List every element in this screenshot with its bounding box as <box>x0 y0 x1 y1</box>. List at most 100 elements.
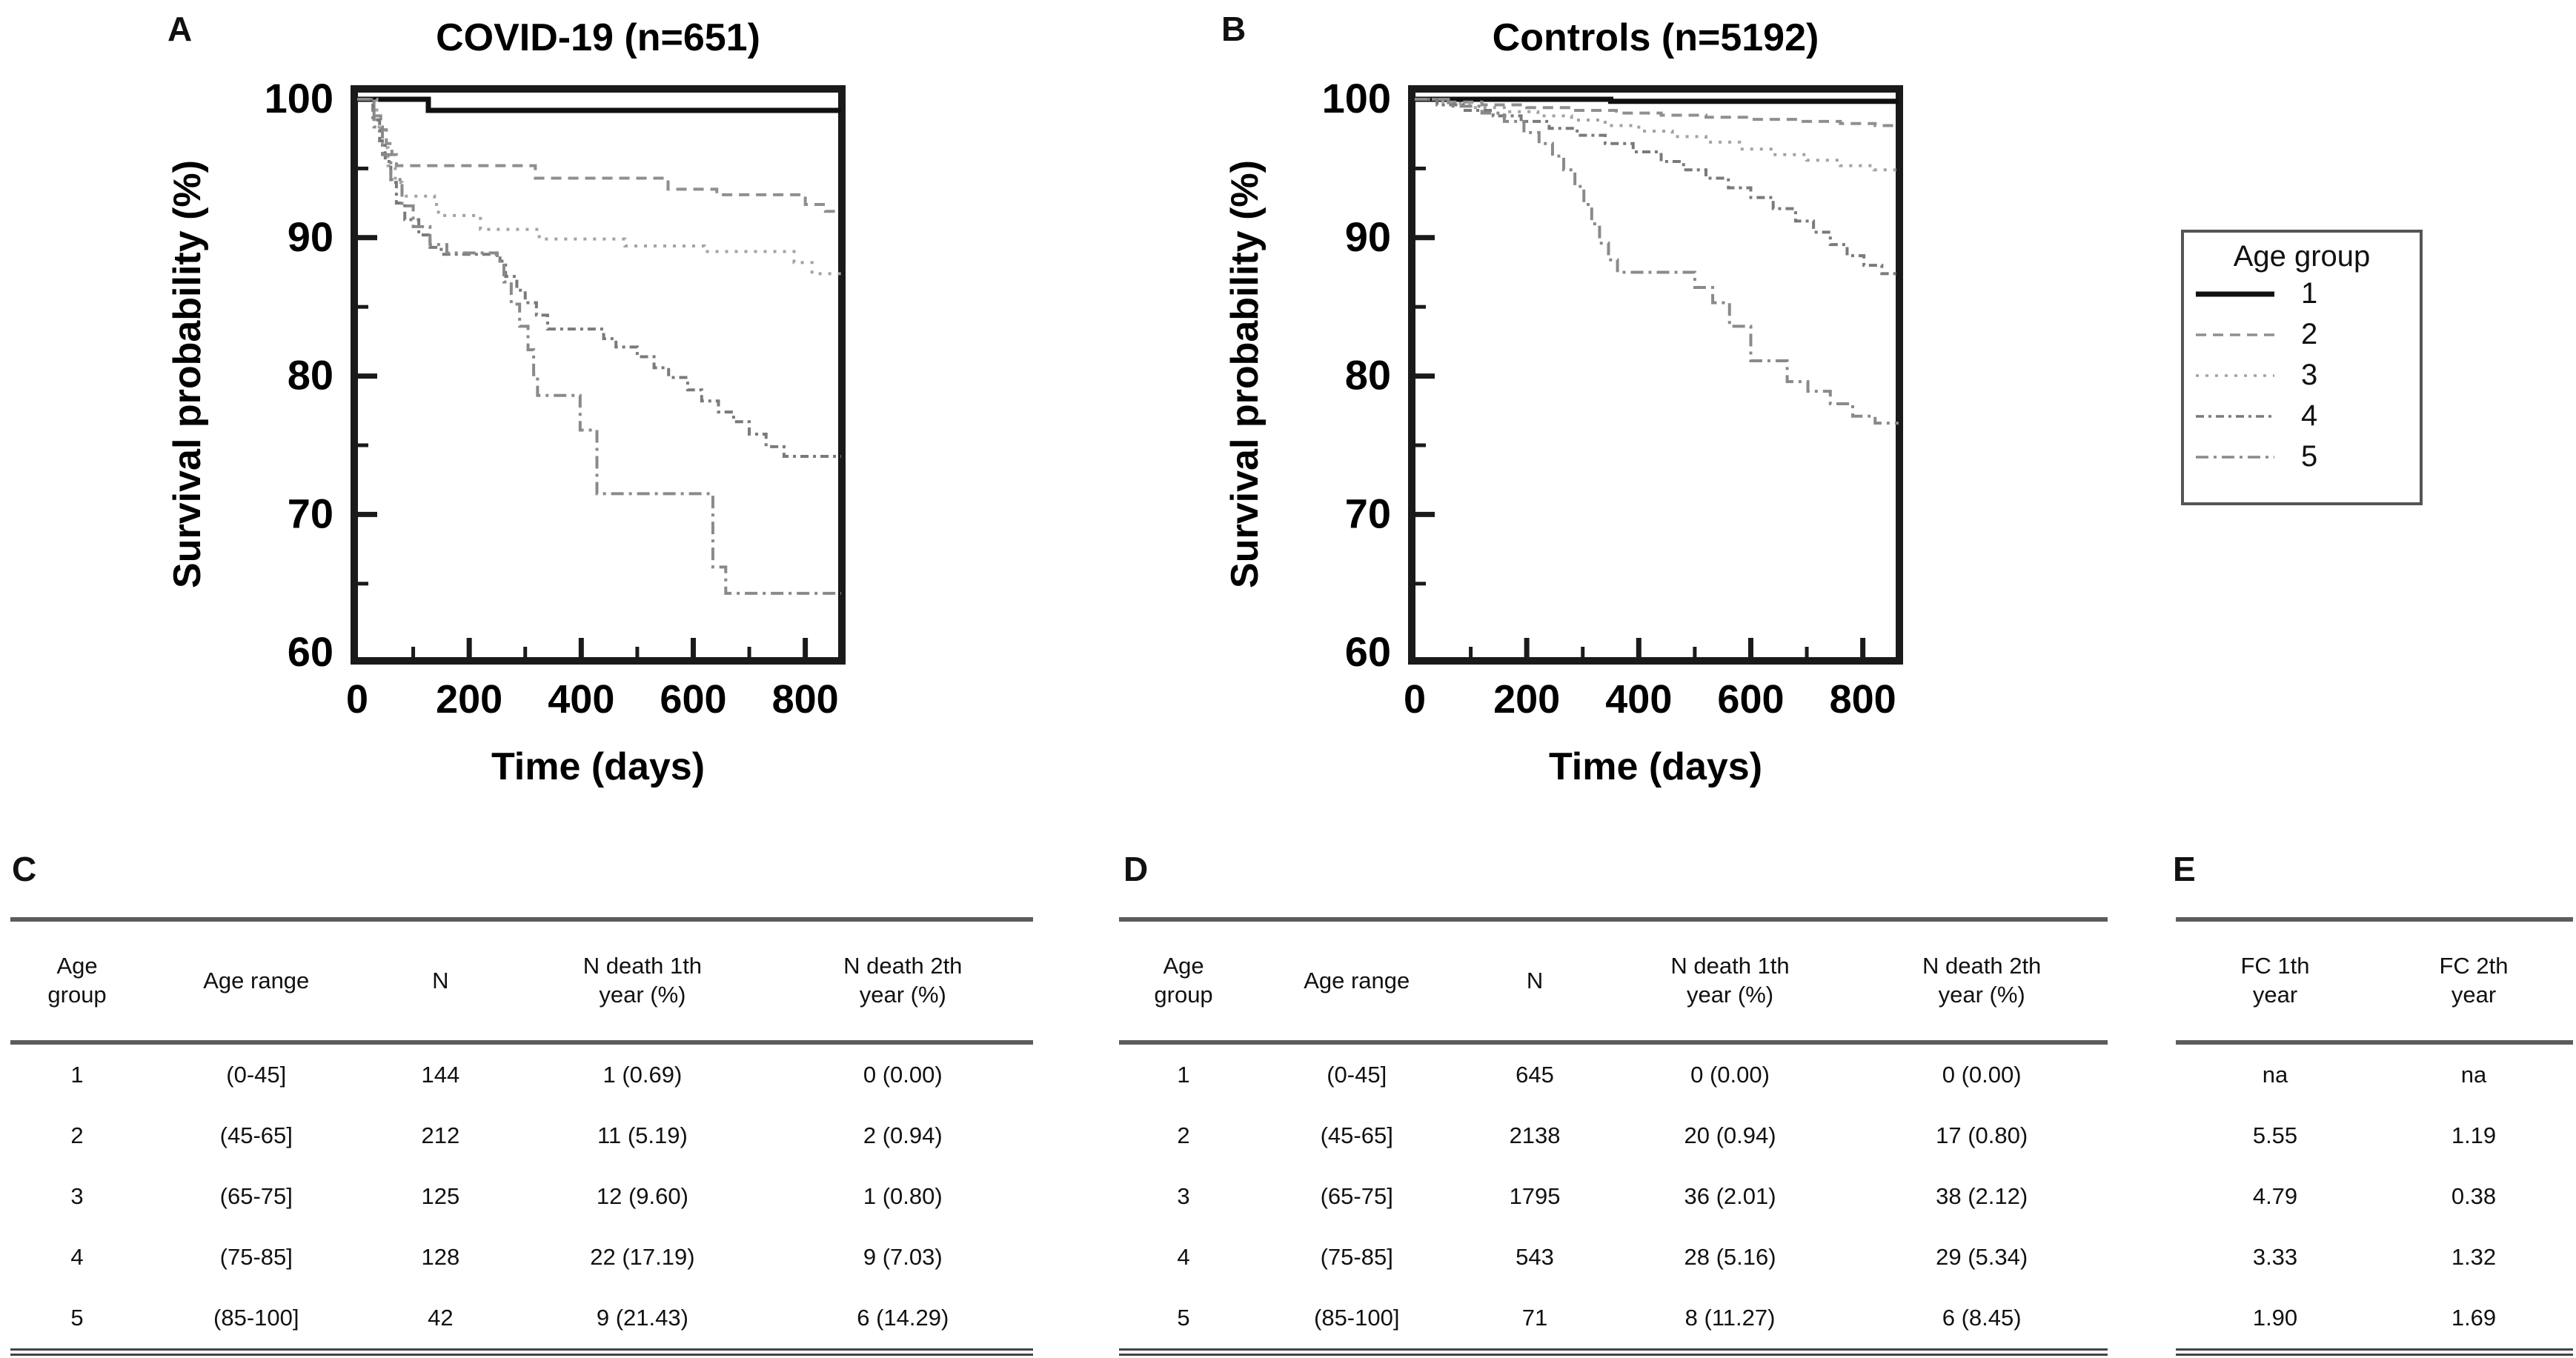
table: FC 1th year FC 2th year na na 5.55 1.19 4.79 0… <box>2176 917 2573 1356</box>
table-cell: 128 <box>421 1244 460 1270</box>
y-axis-title: Survival probability (%) <box>1224 160 1267 588</box>
table-cell: 5.55 <box>2252 1122 2298 1148</box>
table-cell: (85-100] <box>1248 1288 1466 1356</box>
column-header: N death 1th year (%) <box>1604 919 1856 1045</box>
table-cell: 22 (17.19) <box>590 1244 695 1270</box>
table-cell: (0-45] <box>226 1062 287 1088</box>
table-cell: 12 (9.60) <box>596 1183 688 1209</box>
x-axis-title: Time (days) <box>1549 745 1762 788</box>
table-cell: (75-85] <box>1320 1244 1393 1270</box>
table-cell: 5 <box>10 1288 145 1356</box>
column-header: N death 1th year (%) <box>512 919 773 1045</box>
column-header: Age group <box>10 919 145 1045</box>
y-tick-label: 80 <box>288 352 333 399</box>
table-cell: 17 (0.80) <box>1936 1122 2028 1148</box>
table-cell: 1795 <box>1509 1183 1561 1209</box>
x-tick-label: 600 <box>660 677 726 722</box>
km-series-4 <box>357 98 841 458</box>
table-cell: 36 (2.01) <box>1684 1183 1776 1209</box>
table-row: 5.55 1.19 <box>2176 1105 2573 1166</box>
table-cell: 4 <box>70 1244 84 1270</box>
table-cell: 20 (0.94) <box>1684 1122 1776 1148</box>
table-cell: na <box>2262 1062 2288 1088</box>
table-row: 5 (85-100] 42 9 (21.43) 6 (14.29) <box>10 1288 1033 1356</box>
y-tick-label: 70 <box>1345 490 1391 536</box>
table-row: 4.79 0.38 <box>2176 1166 2573 1227</box>
table-cell: 0 (0.00) <box>1942 1062 2022 1088</box>
table-cell: 2 <box>1177 1122 1190 1148</box>
km-series-1 <box>357 96 841 113</box>
table-cell: 42 <box>368 1288 513 1356</box>
chart-title-controls: Controls (n=5192) <box>1493 16 1819 59</box>
y-tick-label: 80 <box>1345 352 1391 399</box>
legend-label: 4 <box>2301 399 2318 432</box>
table-cell: 2 <box>70 1122 84 1148</box>
table-row: 2 (45-65] 2138 20 (0.94) 17 (0.80) <box>1119 1105 2108 1166</box>
column-header: N death 2th year (%) <box>1856 919 2108 1045</box>
chart-title-covid: COVID-19 (n=651) <box>436 16 760 59</box>
km-series-4 <box>1415 98 1899 276</box>
km-series-1 <box>1415 96 1899 104</box>
column-header: Age group <box>1119 919 1249 1045</box>
km-series-5 <box>357 98 841 595</box>
table-cell: (0-45] <box>1327 1062 1387 1088</box>
table-cell: 3.33 <box>2252 1244 2298 1270</box>
line-sample-icon <box>2196 414 2274 418</box>
table-cell: 9 (21.43) <box>512 1288 773 1356</box>
table: Age group Age range N N death 1th year (%) N… <box>1119 917 2108 1356</box>
header-row: FC 1th year FC 2th year <box>2176 919 2573 1045</box>
table-covid-mortality: Age group Age range N N death 1th year (%) N… <box>10 917 1033 1356</box>
km-chart-controls: Controls (n=5192) Survival probability (… <box>1224 16 1903 788</box>
plot-frame <box>351 85 846 665</box>
x-tick-label: 400 <box>548 677 614 722</box>
km-chart-covid: COVID-19 (n=651) Survival probability (%… <box>166 16 846 788</box>
plot-frame <box>1408 85 1903 665</box>
legend-item-3: 3 <box>2184 355 2420 396</box>
table-cell: 4 <box>1177 1244 1190 1270</box>
table-cell: (75-85] <box>219 1244 293 1270</box>
table-cell: 1.19 <box>2451 1122 2497 1148</box>
table-cell: 0.38 <box>2451 1183 2497 1209</box>
table-cell: 3 <box>1177 1183 1190 1209</box>
table-cell: 1 <box>1177 1062 1190 1088</box>
table-cell: 1 (0.69) <box>602 1062 683 1088</box>
y-tick-label: 100 <box>1322 75 1391 122</box>
table-cell: na <box>2460 1062 2487 1088</box>
km-series-3 <box>1415 98 1899 172</box>
x-tick-label: 0 <box>1404 677 1426 722</box>
y-tick-label: 100 <box>265 75 333 122</box>
table-row: 1 (0-45] 144 1 (0.69) 0 (0.00) <box>10 1042 1033 1105</box>
legend-label: 1 <box>2301 277 2318 310</box>
y-tick-label: 70 <box>288 490 333 536</box>
table-cell: 29 (5.34) <box>1936 1244 2028 1270</box>
table-cell: 71 <box>1465 1288 1604 1356</box>
table-cell: (65-75] <box>219 1183 293 1209</box>
legend-item-2: 2 <box>2184 314 2420 355</box>
table-cell: 4.79 <box>2252 1183 2298 1209</box>
table-row: 4 (75-85] 543 28 (5.16) 29 (5.34) <box>1119 1227 2108 1288</box>
x-axis-title: Time (days) <box>491 745 705 788</box>
table-cell: (85-100] <box>144 1288 369 1356</box>
table-cell: 9 (7.03) <box>863 1244 943 1270</box>
plot-area: 0 200 400 600 800 100 90 80 70 60 <box>1322 75 1903 722</box>
y-tick-label: 60 <box>288 628 333 675</box>
table-cell: 6 (14.29) <box>772 1288 1033 1356</box>
table-row: 4 (75-85] 128 22 (17.19) 9 (7.03) <box>10 1227 1033 1288</box>
column-header: Age range <box>1248 919 1466 1045</box>
table-cell: 144 <box>421 1062 460 1088</box>
y-axis-title: Survival probability (%) <box>166 160 209 588</box>
column-header: N <box>368 919 513 1045</box>
panel-a-label: A <box>167 10 193 48</box>
table-row: 5 (85-100] 71 8 (11.27) 6 (8.45) <box>1119 1288 2108 1356</box>
y-tick-label: 90 <box>1345 213 1391 260</box>
header-row: Age group Age range N N death 1th year (%) N… <box>1119 919 2108 1045</box>
panel-e-label: E <box>2173 850 2196 888</box>
column-header: N <box>1465 919 1604 1045</box>
column-header: FC 1th year <box>2176 919 2374 1045</box>
legend-item-4: 4 <box>2184 396 2420 436</box>
table-cell: (45-65] <box>1320 1122 1393 1148</box>
table-cell: 1 (0.80) <box>863 1183 943 1209</box>
table-fold-change: FC 1th year FC 2th year na na 5.55 1.19 4.79 0… <box>2176 917 2573 1356</box>
panel-c-label: C <box>12 850 37 888</box>
